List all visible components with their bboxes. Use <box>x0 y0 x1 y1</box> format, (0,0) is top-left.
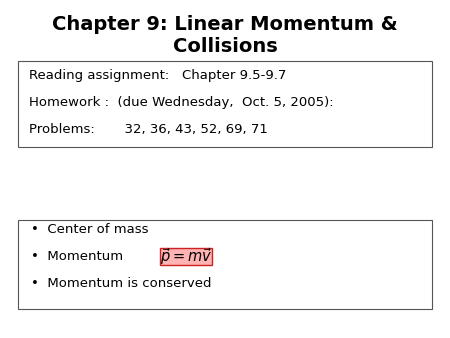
FancyBboxPatch shape <box>18 61 432 147</box>
Text: Problems:       32, 36, 43, 52, 69, 71: Problems: 32, 36, 43, 52, 69, 71 <box>29 123 268 136</box>
FancyBboxPatch shape <box>160 248 212 265</box>
FancyBboxPatch shape <box>18 220 432 309</box>
Text: •  Momentum: • Momentum <box>31 250 123 263</box>
Text: Reading assignment:   Chapter 9.5-9.7: Reading assignment: Chapter 9.5-9.7 <box>29 69 287 81</box>
Text: •  Momentum is conserved: • Momentum is conserved <box>31 277 211 290</box>
Text: Chapter 9: Linear Momentum &
Collisions: Chapter 9: Linear Momentum & Collisions <box>52 15 398 56</box>
Text: Homework :  (due Wednesday,  Oct. 5, 2005):: Homework : (due Wednesday, Oct. 5, 2005)… <box>29 96 334 108</box>
Text: $\vec{p} = m\vec{v}$: $\vec{p} = m\vec{v}$ <box>160 246 212 267</box>
Text: •  Center of mass: • Center of mass <box>31 223 148 236</box>
